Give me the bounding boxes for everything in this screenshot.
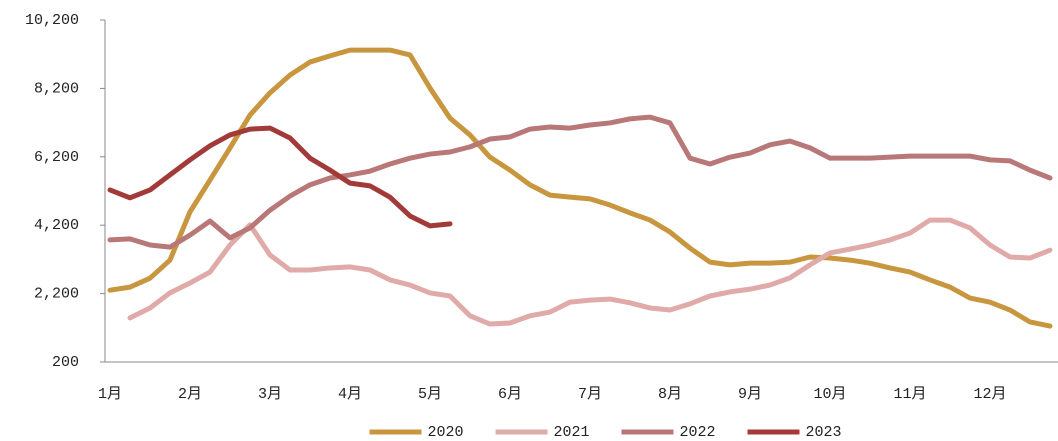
x-tick-label: 9月 [738, 386, 762, 403]
x-tick-label: 8月 [658, 386, 682, 403]
x-tick-label: 3月 [258, 386, 282, 403]
line-series [107, 47, 1053, 329]
x-tick-label: 12月 [973, 386, 1006, 403]
line-series [107, 125, 453, 229]
x-tick-label: 11月 [893, 386, 926, 403]
y-tick-label: 6,200 [34, 149, 79, 166]
y-tick-label: 4,200 [34, 217, 79, 234]
legend-label: 2023 [806, 424, 842, 441]
x-tick-label: 1月 [98, 386, 122, 403]
x-tick-label: 5月 [418, 386, 442, 403]
x-tick-label: 10月 [813, 386, 846, 403]
legend-label: 2022 [680, 424, 716, 441]
x-tick-label: 6月 [498, 386, 522, 403]
x-tick-label: 2月 [178, 386, 202, 403]
line-series [107, 114, 1053, 250]
legend-label: 2021 [554, 424, 590, 441]
y-tick-label: 8,200 [34, 80, 79, 97]
y-tick-label: 200 [52, 354, 79, 371]
line-series [127, 217, 1053, 327]
x-tick-label: 4月 [338, 386, 362, 403]
x-tick-label: 7月 [578, 386, 602, 403]
y-tick-label: 2,200 [34, 286, 79, 303]
y-tick-label: 10,200 [25, 12, 79, 29]
legend-label: 2020 [428, 424, 464, 441]
